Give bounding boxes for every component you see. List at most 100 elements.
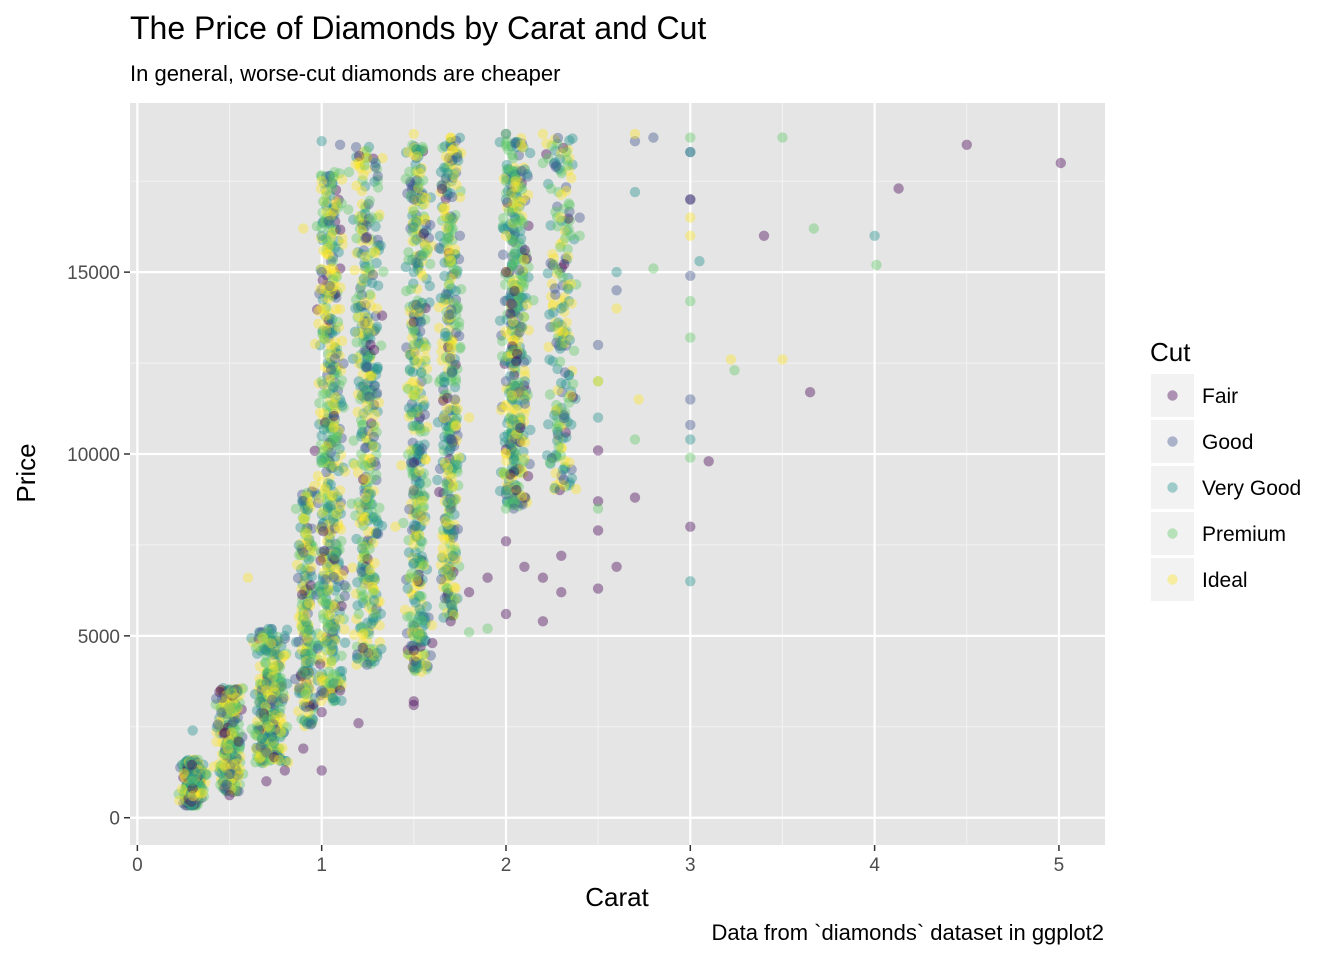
y-tick-label: 0	[109, 809, 120, 830]
scatter-point	[559, 259, 569, 269]
scatter-point	[507, 390, 517, 400]
scatter-point-ideal	[446, 132, 456, 142]
scatter-point	[559, 475, 569, 485]
scatter-point-ideal	[726, 354, 736, 364]
scatter-point	[319, 546, 329, 556]
scatter-point-premium	[482, 623, 492, 633]
scatter-point	[449, 582, 459, 592]
scatter-point	[412, 151, 422, 161]
scatter-point	[258, 633, 268, 643]
scatter-point	[508, 299, 518, 309]
scatter-point	[510, 176, 520, 186]
scatter-point	[419, 228, 429, 238]
scatter-point	[217, 693, 227, 703]
scatter-point	[335, 225, 345, 235]
scatter-point	[564, 224, 574, 234]
scatter-point-fair	[538, 616, 548, 626]
scatter-point	[370, 246, 380, 256]
scatter-point	[408, 222, 418, 232]
scatter-point-premium	[224, 740, 234, 750]
scatter-point	[327, 640, 337, 650]
scatter-point	[441, 152, 451, 162]
scatter-point-fair	[704, 456, 714, 466]
scatter-point-fair	[464, 587, 474, 597]
scatter-point	[324, 293, 334, 303]
scatter-point	[313, 319, 323, 329]
scatter-point	[374, 503, 384, 513]
scatter-point	[545, 457, 555, 467]
scatter-point-fair	[593, 525, 603, 535]
scatter-point-ideal	[593, 376, 603, 386]
scatter-point-ideal	[777, 354, 787, 364]
scatter-point-good	[261, 747, 271, 757]
scatter-point-very-good	[317, 231, 327, 241]
scatter-point	[174, 795, 184, 805]
scatter-point	[407, 140, 417, 150]
scatter-point	[523, 471, 533, 481]
scatter-point-premium	[409, 340, 419, 350]
scatter-point	[278, 651, 288, 661]
x-axis: 012345	[132, 845, 1064, 876]
scatter-point	[434, 302, 444, 312]
scatter-point	[450, 143, 460, 153]
scatter-point	[333, 317, 343, 327]
scatter-point	[349, 265, 359, 275]
scatter-point	[511, 485, 521, 495]
scatter-point	[323, 502, 333, 512]
scatter-point	[365, 196, 375, 206]
scatter-point	[327, 625, 337, 635]
scatter-point	[350, 303, 360, 313]
scatter-point-premium	[685, 132, 695, 142]
scatter-point-ideal	[372, 303, 382, 313]
scatter-point-fair	[685, 522, 695, 532]
scatter-point	[348, 354, 358, 364]
scatter-point	[558, 465, 568, 475]
scatter-point	[401, 286, 411, 296]
scatter-point-fair	[805, 387, 815, 397]
scatter-point	[516, 166, 526, 176]
scatter-point	[360, 252, 370, 262]
scatter-point-very-good	[593, 412, 603, 422]
scatter-point	[221, 780, 231, 790]
scatter-point-fair	[593, 583, 603, 593]
scatter-point	[427, 620, 437, 630]
scatter-point	[451, 180, 461, 190]
scatter-point	[444, 310, 454, 320]
scatter-point	[541, 138, 551, 148]
scatter-point	[197, 788, 207, 798]
scatter-point	[318, 245, 328, 255]
scatter-point	[313, 471, 323, 481]
scatter-point	[556, 378, 566, 388]
scatter-point	[452, 152, 462, 162]
scatter-point-good	[575, 212, 585, 222]
scatter-point	[409, 421, 419, 431]
scatter-point-fair	[224, 790, 234, 800]
scatter-point	[443, 463, 453, 473]
scatter-point	[409, 206, 419, 216]
scatter-point-good	[335, 140, 345, 150]
scatter-point	[329, 602, 339, 612]
scatter-point	[425, 281, 435, 291]
scatter-point	[358, 628, 368, 638]
scatter-point	[563, 160, 573, 170]
scatter-point	[329, 572, 339, 582]
scatter-point	[370, 410, 380, 420]
scatter-point-ideal	[335, 485, 345, 495]
scatter-point	[420, 410, 430, 420]
scatter-point	[332, 432, 342, 442]
y-tick-label: 10000	[67, 445, 120, 466]
scatter-point	[227, 728, 237, 738]
scatter-point	[498, 250, 508, 260]
scatter-point	[351, 181, 361, 191]
scatter-point-fair	[261, 776, 271, 786]
scatter-point	[564, 135, 574, 145]
scatter-point-very-good	[630, 187, 640, 197]
scatter-point-premium	[575, 231, 585, 241]
scatter-point	[275, 703, 285, 713]
scatter-point	[519, 255, 529, 265]
scatter-point	[261, 658, 271, 668]
scatter-point	[508, 249, 518, 259]
scatter-point	[446, 341, 456, 351]
scatter-point-good	[685, 420, 695, 430]
scatter-point-fair	[446, 616, 456, 626]
